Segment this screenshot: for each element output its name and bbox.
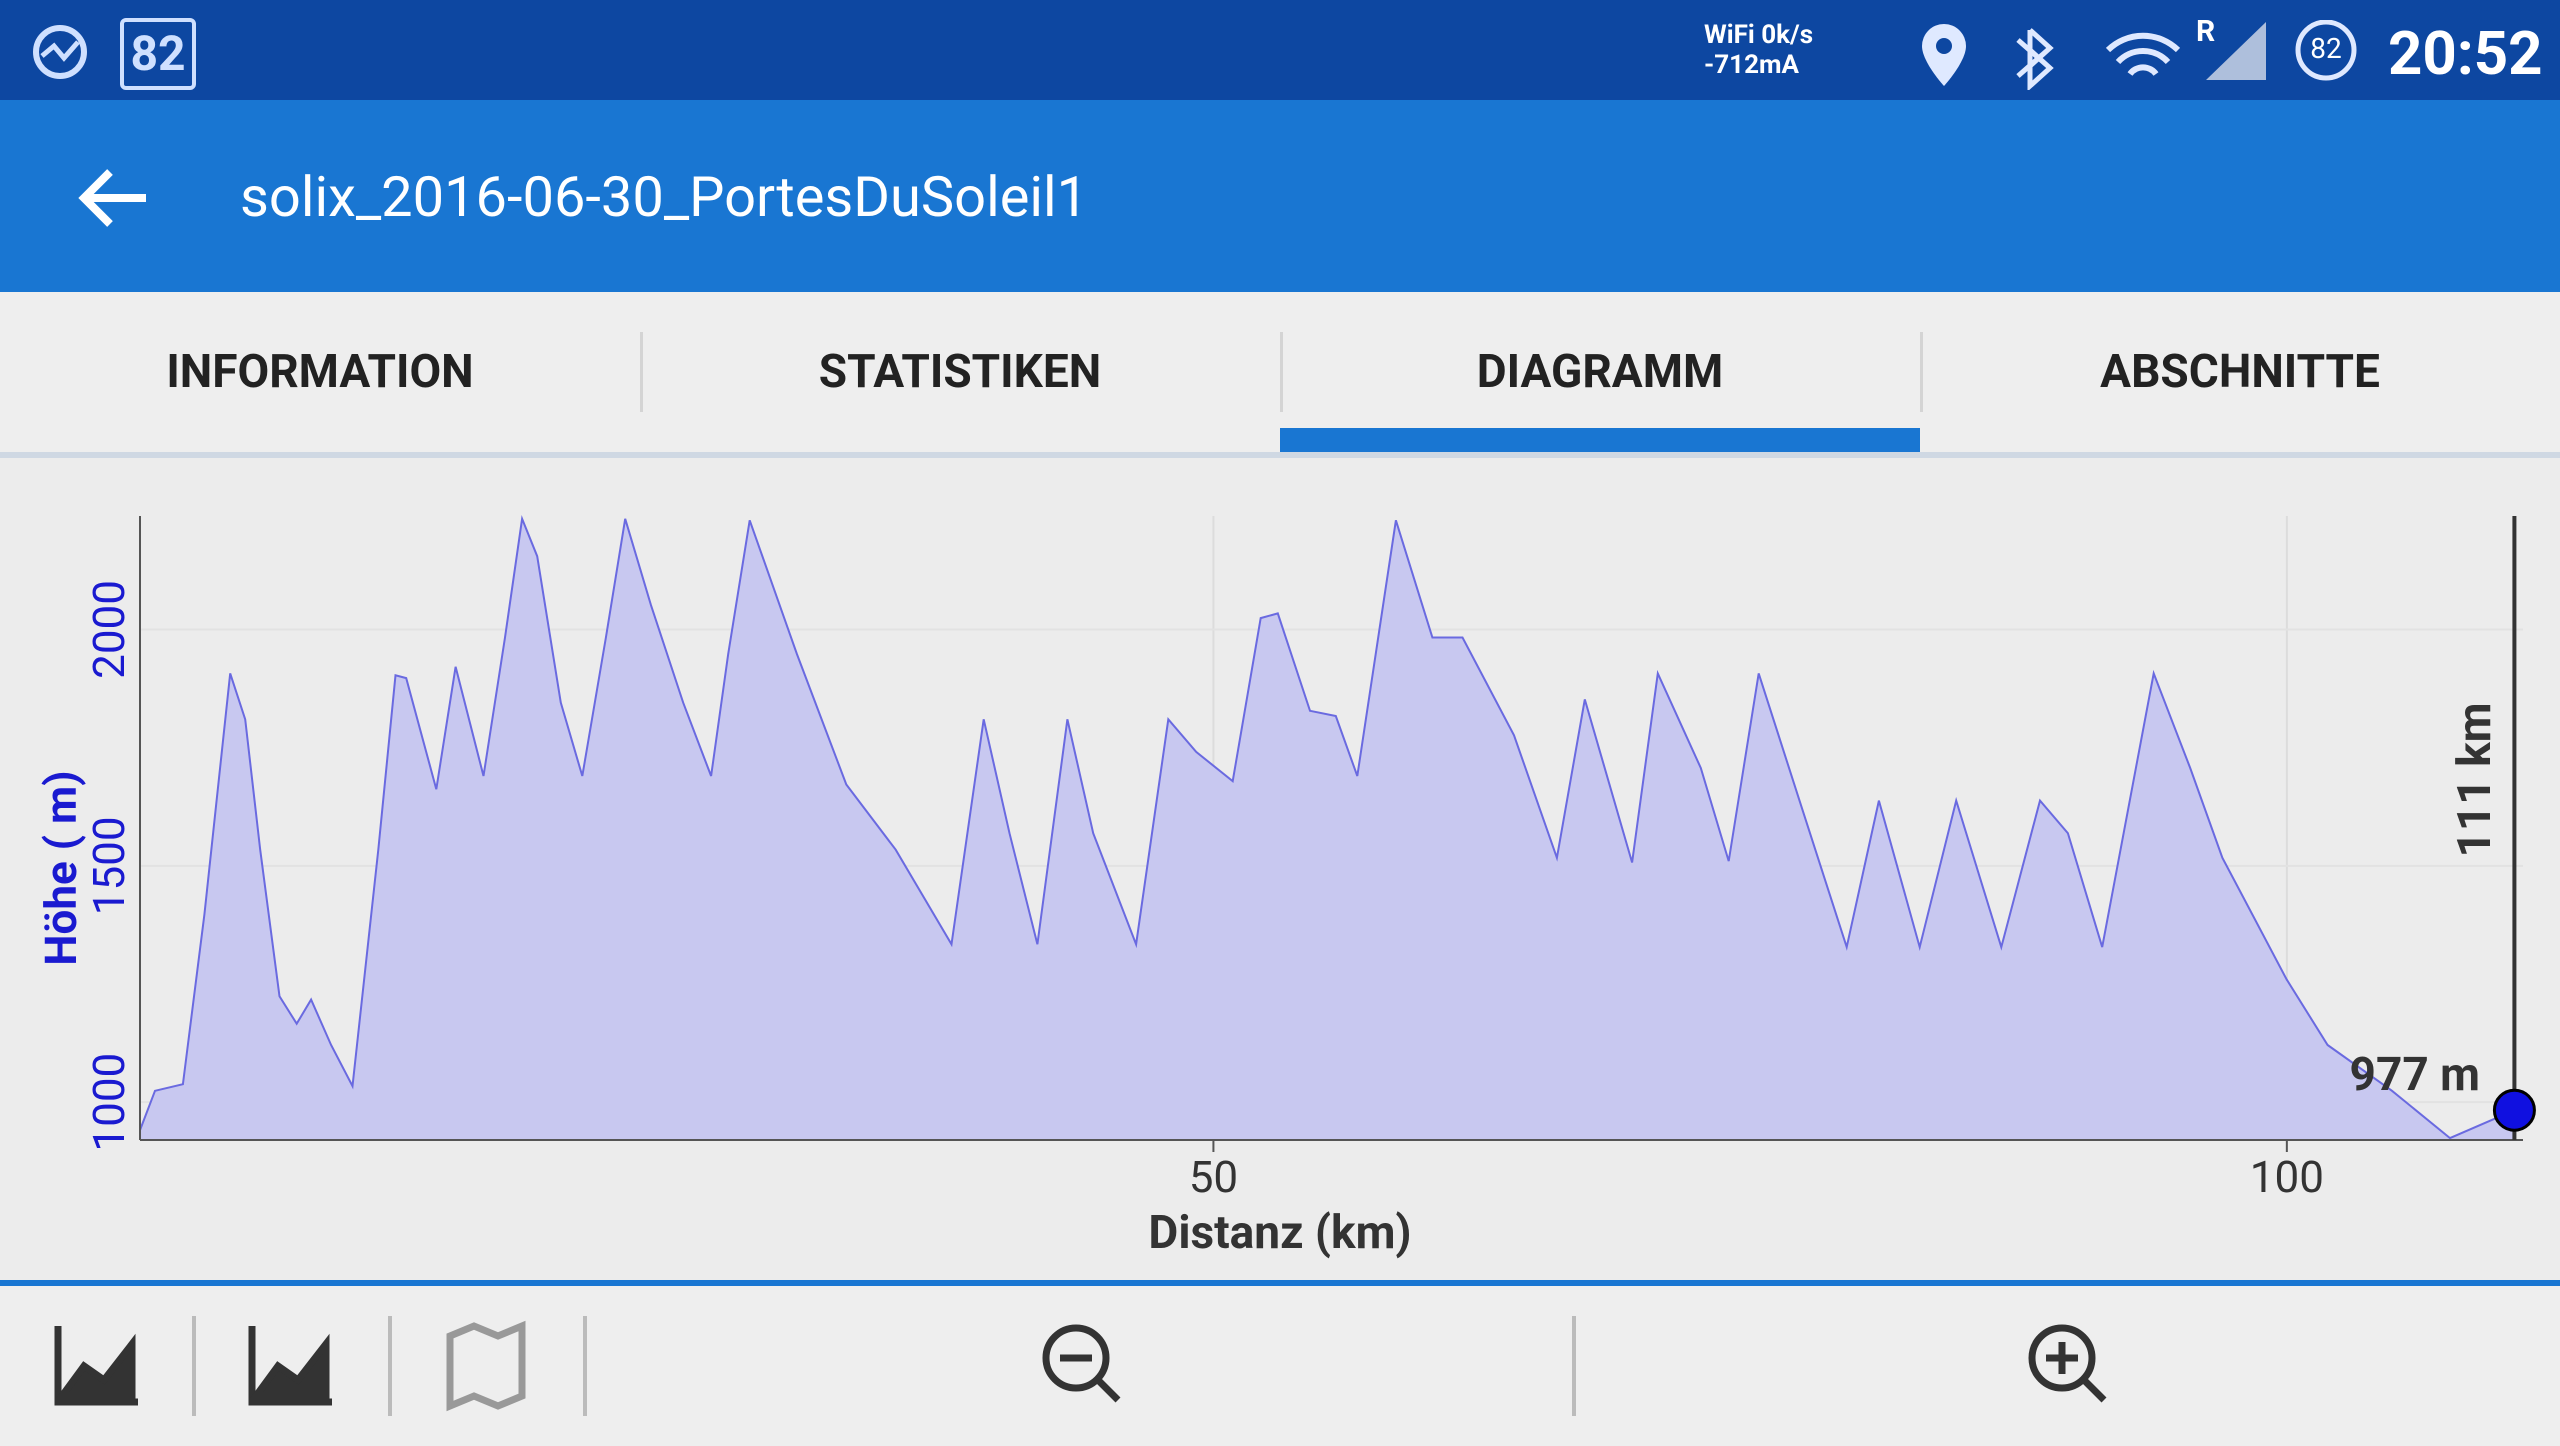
zoom-out-button[interactable] — [1042, 1324, 1110, 1392]
tab-divider — [640, 332, 643, 412]
tab-divider — [1920, 332, 1923, 412]
tab[interactable]: STATISTIKEN — [818, 345, 1102, 399]
tab-divider — [1280, 332, 1283, 412]
badge: 82 — [120, 18, 196, 90]
map-button[interactable] — [446, 1320, 526, 1412]
sync-icon — [33, 25, 87, 79]
toolbar-icons — [54, 1316, 2107, 1416]
zoom-in-button[interactable] — [2028, 1324, 2096, 1392]
y-axis-title: Höhe ( m) — [35, 770, 87, 965]
tab[interactable]: ABSCHNITTE — [2100, 345, 2380, 399]
cursor-distance: 111 km — [2448, 702, 2502, 857]
tab[interactable]: DIAGRAMM — [1476, 345, 1724, 399]
cursor-elevation: 977 m — [2350, 1048, 2480, 1102]
tab-bar: INFORMATION STATISTIKEN DIAGRAMM ABSCHNITTE — [0, 292, 2560, 458]
battery: 82 — [2310, 32, 2342, 65]
area-fill — [140, 518, 2515, 1140]
y-tick-label: 1000 — [83, 1053, 135, 1152]
elevation-line — [139, 514, 2515, 1140]
chart-range-button[interactable] — [248, 1326, 332, 1406]
x-tick-label: 100 — [2250, 1151, 2324, 1203]
tab[interactable]: INFORMATION — [166, 345, 474, 399]
tab-indicator — [1280, 428, 1920, 452]
x-tick-label: 50 — [1189, 1151, 1238, 1203]
status-icons — [1922, 20, 2357, 90]
toolbar — [0, 1280, 2560, 1446]
net-speed: WiFi 0k/s — [1704, 20, 1814, 50]
y-tick-label: 2000 — [83, 580, 135, 679]
status-bar: 82 WiFi 0k/s -712mA R 82 20:52 — [0, 0, 2560, 100]
app-bar: solix_2016-06-30_PortesDuSoleil1 — [0, 100, 2560, 292]
current: -712mA — [1704, 50, 1799, 80]
clock: 20:52 — [2388, 18, 2543, 89]
app-title: solix_2016-06-30_PortesDuSoleil1 — [240, 164, 1089, 230]
cursor-marker — [2492, 1088, 2536, 1132]
chart-settings-button[interactable] — [54, 1326, 138, 1406]
x-axis-title: Distanz (km) — [1148, 1206, 1411, 1260]
back-button[interactable] — [76, 166, 150, 230]
y-tick-label: 1500 — [83, 816, 135, 915]
roaming: R — [2196, 14, 2216, 49]
